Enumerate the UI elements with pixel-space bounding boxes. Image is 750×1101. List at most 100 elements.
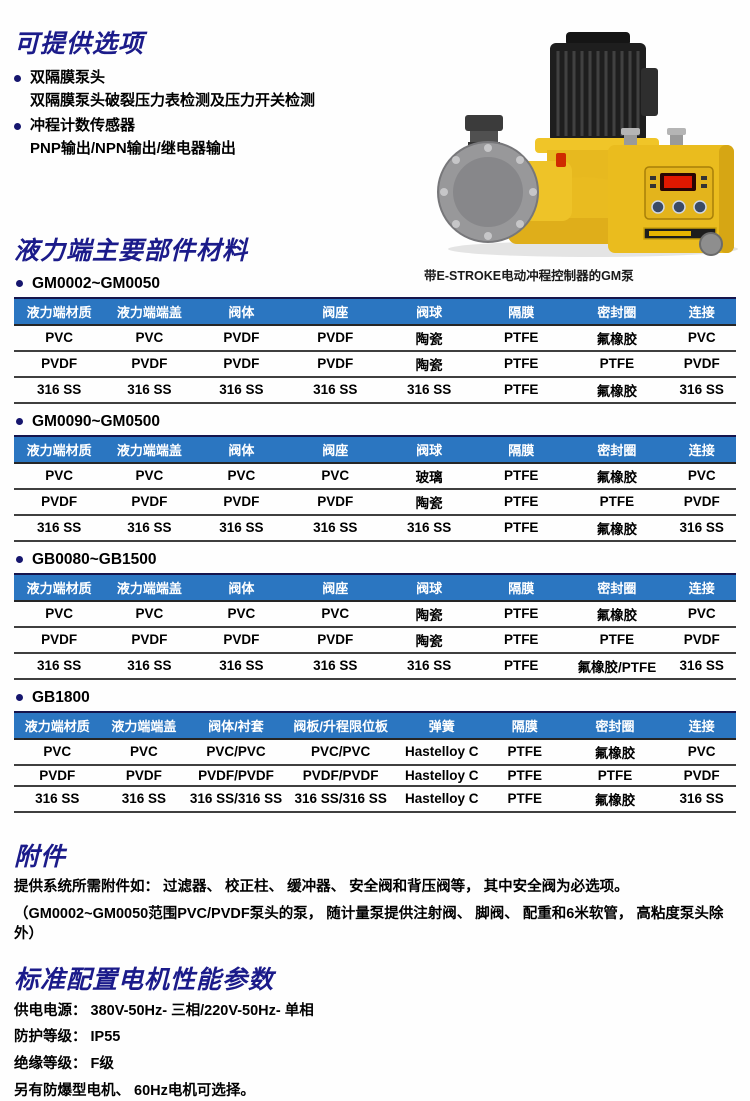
- column-header: 液力端端盖: [100, 711, 188, 740]
- table-cell: PVC: [104, 324, 195, 352]
- column-header: 密封圈: [566, 297, 668, 326]
- table-cell: PTFE: [476, 600, 567, 628]
- bullet-icon: [14, 123, 21, 131]
- table-cell: 316 SS/316 SS: [187, 785, 285, 813]
- table-group-title: GM0090~GM0500: [32, 412, 160, 430]
- motor-spec-line: 防护等级： IP55: [14, 1029, 121, 1046]
- pump-head: [437, 141, 572, 243]
- table-cell: 氟橡胶: [562, 738, 668, 766]
- table-cell: PVC: [194, 600, 289, 628]
- table-row: 316 SS 316 SS 316 SS 316 SS 316 SS PTFE 氟橡胶/PT…: [14, 652, 736, 680]
- accessories-line: 提供系统所需附件如： 过滤器、 校正柱、 缓冲器、 安全阀和背压阀等， 其中安全…: [14, 879, 629, 896]
- table-group-label: GM0090~GM0500: [16, 413, 736, 430]
- table-cell: PVDF/PVDF: [284, 764, 397, 787]
- table-cell: 316 SS/316 SS: [284, 785, 397, 813]
- column-header: 隔膜: [476, 573, 567, 602]
- table-row: PVDF PVDF PVDF PVDF 陶瓷 PTFE PTFE PVDF: [14, 626, 736, 654]
- table-cell: 316 SS: [194, 514, 289, 542]
- bullet-icon: [14, 74, 21, 82]
- option-label: 双隔膜泵头: [30, 68, 106, 86]
- led-display: [664, 176, 692, 188]
- table-cell: PVDF: [288, 488, 383, 516]
- accessories-line: （GM0002~GM0050范围PVC/PVDF泵头的泵， 随计量泵提供注射阀、…: [14, 906, 724, 942]
- column-header: 阀板/升程限位板: [284, 711, 397, 740]
- table-cell: PVDF: [194, 324, 289, 352]
- table-group-title: GB1800: [32, 688, 90, 706]
- table-cell: 316 SS: [382, 376, 477, 404]
- table-cell: PVDF: [667, 764, 736, 787]
- table-cell: 陶瓷: [382, 324, 477, 352]
- table-row: PVC PVC PVDF PVDF 陶瓷 PTFE 氟橡胶 PVC: [14, 324, 736, 352]
- red-fitting: [556, 153, 566, 167]
- table-cell: 316 SS: [104, 376, 195, 404]
- materials-table: 液力端材质 液力端端盖 阀体 阀座 阀球 隔膜 密封圈 连接 PVC PVC PVC PVC 陶瓷 PTF…: [14, 572, 736, 680]
- table-cell: 316 SS: [14, 785, 101, 813]
- table-cell: PVDF: [288, 324, 383, 352]
- table-cell: PVDF: [14, 764, 101, 787]
- table-cell: PVC: [14, 738, 101, 766]
- table-cell: PVDF: [14, 626, 105, 654]
- table-cell: PVC: [100, 738, 188, 766]
- table-cell: 氟橡胶: [566, 462, 668, 490]
- table-group-label: GB1800: [16, 689, 736, 706]
- table-cell: PTFE: [486, 764, 563, 787]
- table-cell: PVC: [288, 600, 383, 628]
- column-header: 阀球: [382, 297, 477, 326]
- column-header: 隔膜: [476, 435, 567, 464]
- column-header: 液力端材质: [14, 297, 105, 326]
- materials-table: 液力端材质 液力端端盖 阀体 阀座 阀球 隔膜 密封圈 连接 PVC PVC PVDF PVDF 陶瓷 P…: [14, 296, 736, 404]
- table-cell: PTFE: [566, 488, 668, 516]
- table-cell: PTFE: [476, 376, 567, 404]
- list-item: 冲程计数传感器: [14, 117, 736, 136]
- column-header: 连接: [667, 297, 736, 326]
- table-cell: PVC: [194, 462, 289, 490]
- table-cell: 316 SS: [288, 652, 383, 680]
- table-cell: PVDF: [104, 488, 195, 516]
- motor-spec-line: 绝缘等级： F级: [14, 1056, 114, 1072]
- table-cell: PTFE: [476, 324, 567, 352]
- column-header: 密封圈: [566, 573, 668, 602]
- options-list: 双隔膜泵头 双隔膜泵头破裂压力表检测及压力开关检测 冲程计数传感器 PNP输出/…: [14, 69, 736, 159]
- accessories-section-title: 附件: [14, 842, 67, 871]
- table-row: 316 SS 316 SS 316 SS 316 SS 316 SS PTFE 氟橡胶 316…: [14, 514, 736, 542]
- table-cell: 316 SS: [667, 514, 736, 542]
- table-cell: 316 SS: [100, 785, 188, 813]
- column-header: 液力端端盖: [104, 573, 195, 602]
- table-row: PVC PVC PVC PVC 陶瓷 PTFE 氟橡胶 PVC: [14, 600, 736, 628]
- column-header: 阀体: [194, 297, 289, 326]
- table-cell: 氟橡胶: [566, 324, 668, 352]
- table-cell: 氟橡胶: [566, 514, 668, 542]
- table-cell: 氟橡胶/PTFE: [566, 652, 668, 680]
- table-cell: PTFE: [476, 488, 567, 516]
- table-cell: PVDF: [100, 764, 188, 787]
- table-row: PVDF PVDF PVDF PVDF 陶瓷 PTFE PTFE PVDF: [14, 350, 736, 378]
- table-cell: PVC: [667, 738, 736, 766]
- table-cell: PVC: [104, 462, 195, 490]
- table-cell: PTFE: [476, 350, 567, 378]
- table-cell: PVC: [14, 462, 105, 490]
- knob: [699, 232, 723, 256]
- table-cell: PTFE: [486, 738, 563, 766]
- materials-table-group: GM0002~GM0050 液力端材质 液力端端盖 阀体 阀座 阀球 隔膜 密封圈 连接 PVC…: [14, 275, 736, 404]
- column-header: 阀体: [194, 573, 289, 602]
- table-cell: 316 SS: [382, 514, 477, 542]
- materials-table: 液力端材质 液力端端盖 阀体/衬套 阀板/升程限位板 弹簧 隔膜 密封圈 连接 PVC PVC PV…: [14, 710, 736, 813]
- table-cell: PTFE: [562, 764, 668, 787]
- pump-caption: 带E-STROKE电动冲程控制器的GM泵: [424, 269, 634, 283]
- table-cell: 316 SS: [288, 376, 383, 404]
- table-row: 316 SS 316 SS 316 SS 316 SS 316 SS PTFE 氟橡胶 316…: [14, 376, 736, 404]
- table-group-title: GB0080~GB1500: [32, 550, 157, 568]
- table-cell: PTFE: [476, 514, 567, 542]
- motor: [550, 32, 658, 143]
- pump-figure: 带E-STROKE电动冲程控制器的GM泵: [408, 30, 750, 284]
- table-row: PVC PVC PVC PVC 玻璃 PTFE 氟橡胶 PVC: [14, 462, 736, 490]
- column-header: 连接: [667, 435, 736, 464]
- table-group-title: GM0002~GM0050: [32, 274, 160, 292]
- table-cell: Hastelloy C: [396, 785, 487, 813]
- option-desc: 双隔膜泵头破裂压力表检测及压力开关检测: [30, 91, 316, 109]
- materials-section-title: 液力端主要部件材料: [14, 236, 249, 265]
- table-row: PVC PVC PVC/PVC PVC/PVC Hastelloy C PTFE 氟橡胶 PV…: [14, 738, 736, 766]
- list-item: 双隔膜泵头: [14, 69, 736, 88]
- table-cell: PVDF: [288, 350, 383, 378]
- table-cell: PVDF: [14, 488, 105, 516]
